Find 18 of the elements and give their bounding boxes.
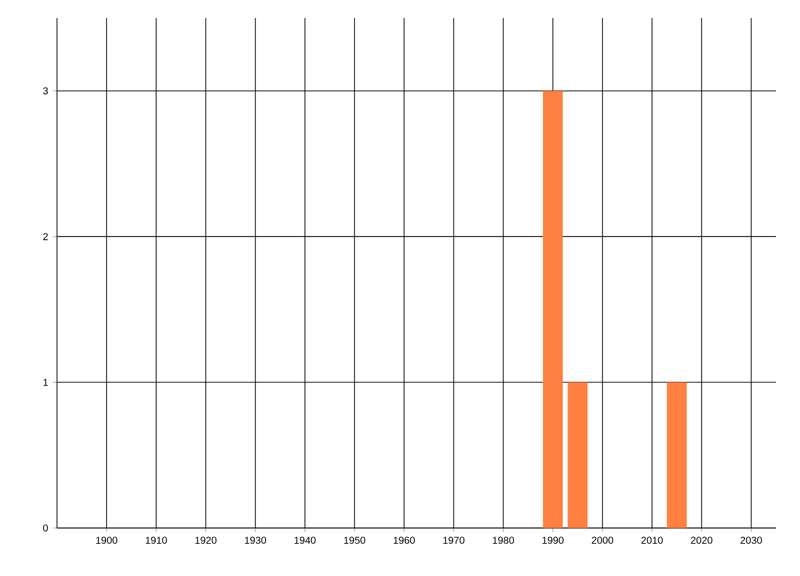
x-tick-label: 1950 [344,536,366,544]
x-tick-label: 1970 [443,536,464,544]
y-tick-label: 1 [43,378,48,386]
x-tick-label: 2030 [740,536,762,544]
x-tick-label: 1980 [492,536,514,544]
x-tick-label: 1910 [146,536,167,544]
x-tick-label: 2000 [592,536,614,544]
x-tick-label: 2010 [641,536,663,544]
x-tick-label: 1900 [96,536,118,544]
x-tick-label: 2020 [691,536,712,544]
x-tick-label: 1960 [394,536,415,544]
x-tick-label: 1920 [195,536,216,544]
y-tick-label: 3 [43,87,48,94]
x-tick-label: 1940 [294,536,316,544]
x-tick-label: 1990 [542,536,564,544]
y-tick-label: 0 [43,524,48,532]
x-tick-label: 1930 [244,536,266,544]
y-tick-label: 2 [43,233,48,240]
